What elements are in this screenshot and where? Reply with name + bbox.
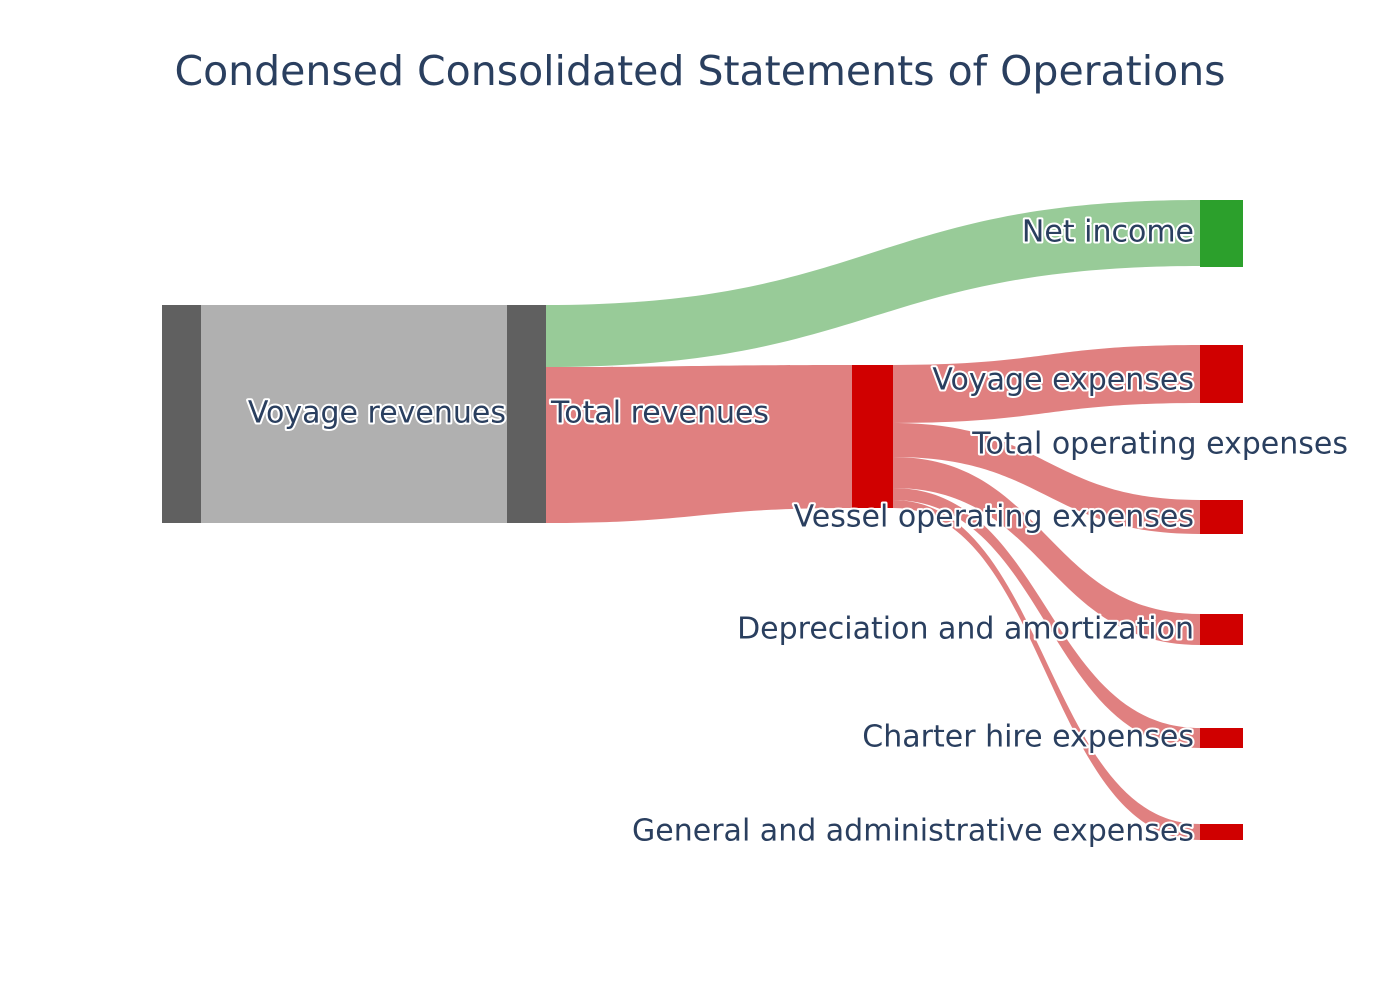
sankey-node-label-net-income: Net income: [1022, 215, 1194, 250]
sankey-link-total-operating-expenses-to-voyage-expenses[interactable]: [893, 345, 1200, 423]
sankey-node-label-total-revenues: Total revenues: [550, 396, 769, 431]
sankey-node-label-charter-hire-expenses: Charter hire expenses: [862, 720, 1194, 755]
sankey-link-total-operating-expenses-to-depreciation-and-amortization[interactable]: [893, 457, 1200, 645]
sankey-node-label-general-and-administrative-expenses: General and administrative expenses: [632, 814, 1194, 849]
sankey-node-label-voyage-expenses: Voyage expenses: [932, 363, 1194, 398]
sankey-node-general-and-administrative-expenses[interactable]: [1200, 824, 1243, 840]
sankey-node-label-total-operating-expenses: Total operating expenses: [971, 427, 1348, 462]
sankey-node-charter-hire-expenses[interactable]: [1200, 728, 1243, 748]
sankey-link-total-revenues-to-total-operating-expenses[interactable]: [546, 365, 852, 523]
sankey-node-depreciation-and-amortization[interactable]: [1200, 614, 1243, 645]
sankey-links-group: [201, 200, 1200, 840]
sankey-node-voyage-revenues[interactable]: [162, 305, 201, 523]
sankey-labels-group: Voyage revenues Total revenues Net income T…: [246, 213, 1350, 851]
sankey-node-label-voyage-revenues: Voyage revenues: [248, 396, 506, 431]
sankey-node-net-income[interactable]: [1200, 200, 1243, 267]
sankey-node-voyage-expenses[interactable]: [1200, 345, 1243, 403]
sankey-node-total-operating-expenses[interactable]: [852, 365, 893, 508]
sankey-node-label-vessel-operating-expenses: Vessel operating expenses: [794, 500, 1194, 535]
sankey-link-total-operating-expenses-to-general-and-administrative-expenses[interactable]: [893, 500, 1200, 840]
sankey-link-total-operating-expenses-to-charter-hire-expenses[interactable]: [893, 488, 1200, 748]
sankey-node-total-revenues[interactable]: [507, 305, 546, 523]
sankey-node-label-depreciation-and-amortization: Depreciation and amortization: [737, 612, 1194, 647]
sankey-link-total-revenues-to-net-income[interactable]: [546, 200, 1200, 367]
chart-title: Condensed Consolidated Statements of Ope…: [174, 47, 1226, 95]
sankey-link-total-operating-expenses-to-vessel-operating-expenses[interactable]: [893, 423, 1200, 534]
sankey-nodes-group: [162, 200, 1243, 840]
sankey-link-voyage-revenues-to-total-revenues[interactable]: [201, 305, 507, 523]
sankey-node-vessel-operating-expenses[interactable]: [1200, 500, 1243, 534]
